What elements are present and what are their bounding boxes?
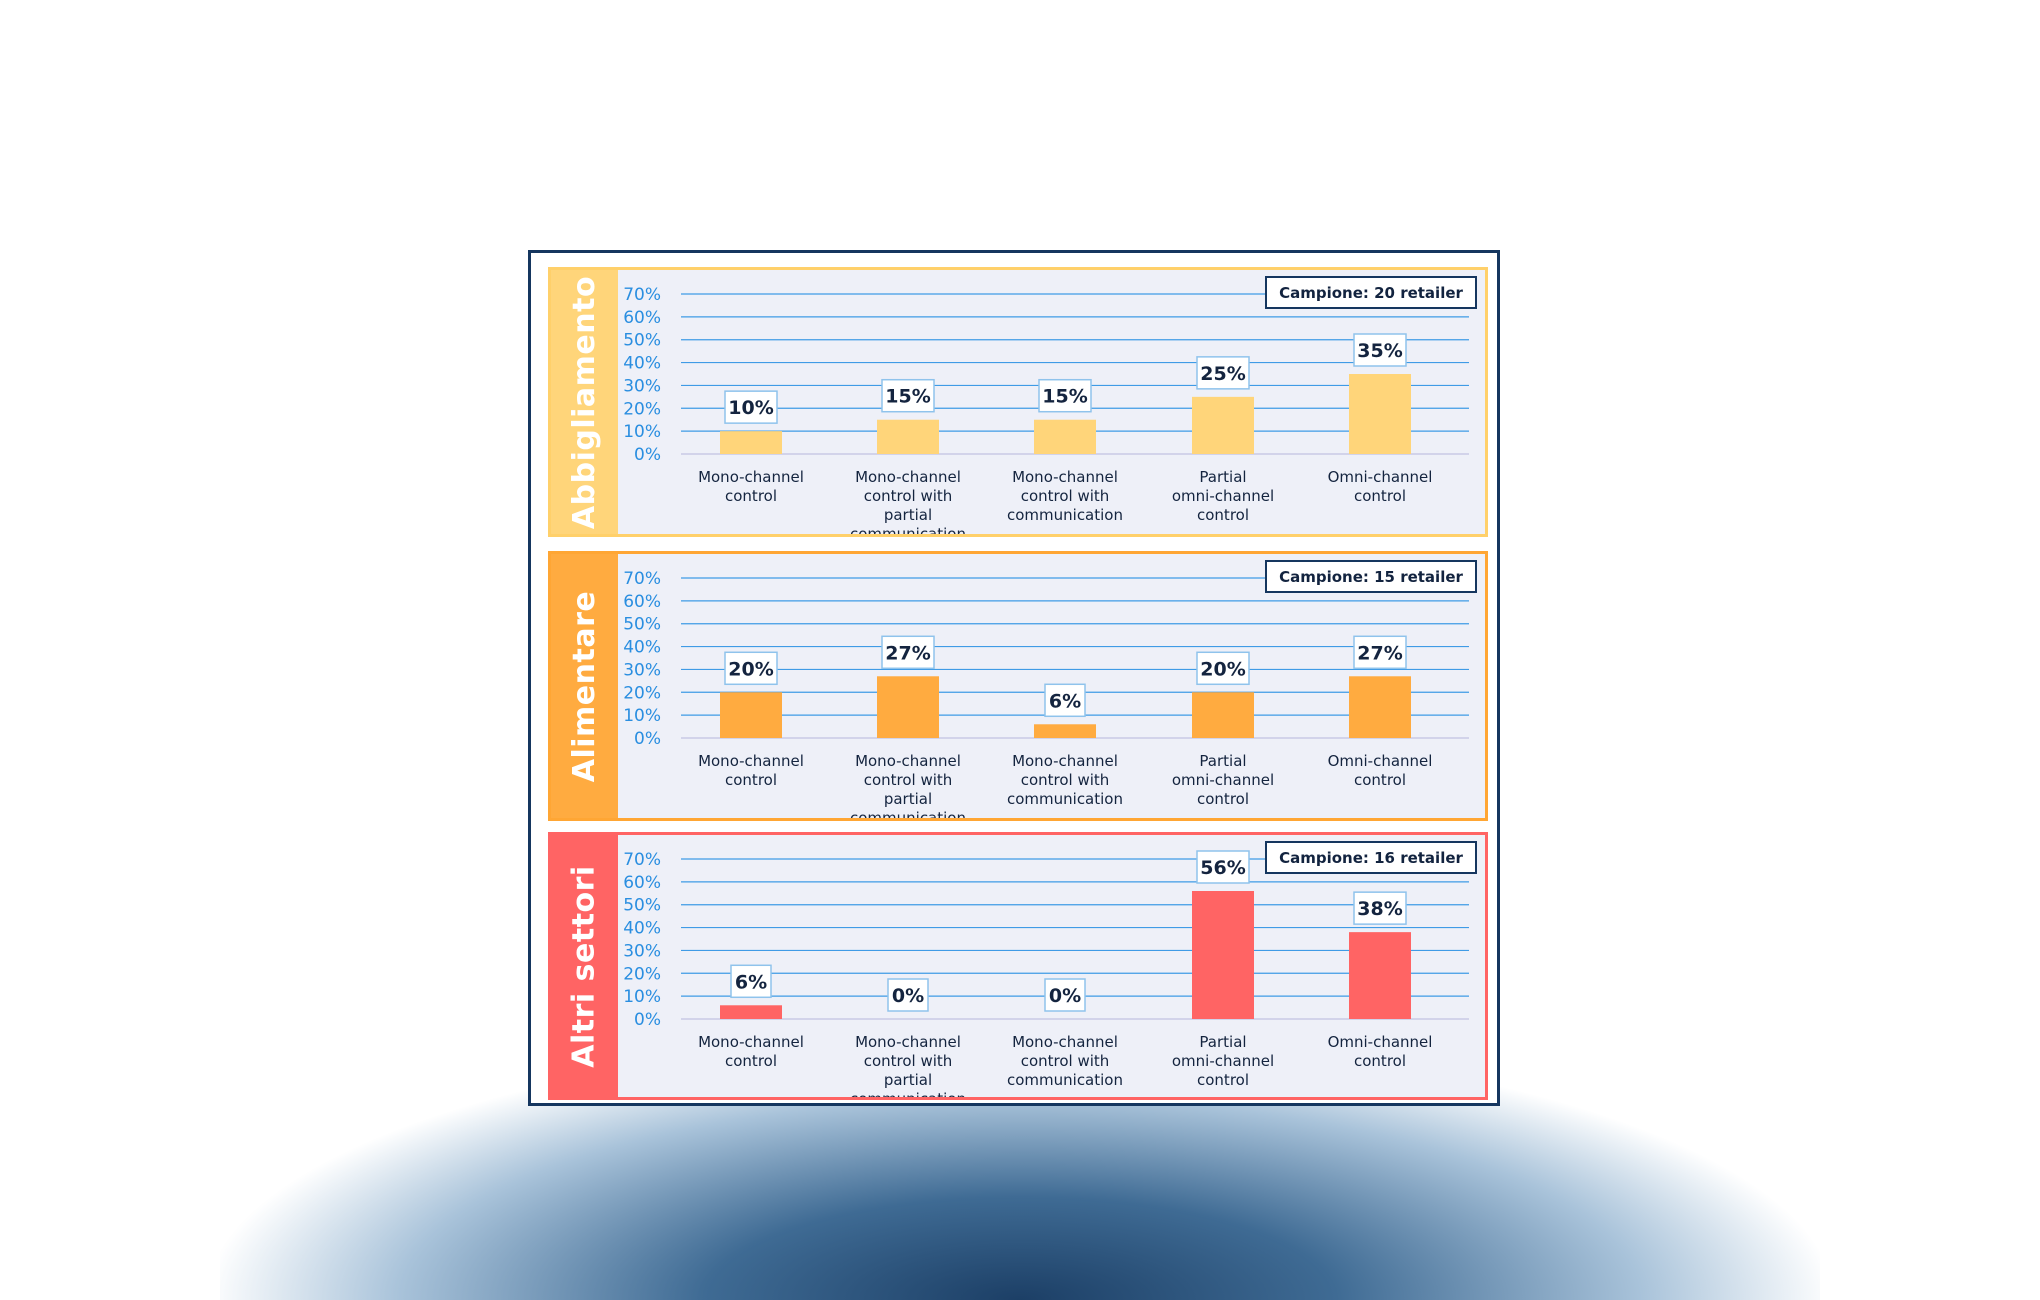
y-tick-label: 30%	[623, 941, 661, 961]
bar	[1349, 932, 1411, 1019]
y-tick-label: 30%	[623, 376, 661, 396]
data-label: 20%	[1200, 658, 1245, 680]
category-label: Mono-channel control	[698, 1033, 804, 1070]
y-tick-label: 20%	[623, 964, 661, 984]
sample-badge: Campione: 16 retailer	[1265, 841, 1477, 874]
data-label: 15%	[885, 386, 930, 408]
bar	[720, 431, 782, 454]
y-tick-label: 60%	[623, 873, 661, 893]
data-label-box	[881, 635, 935, 670]
data-label-box	[1196, 651, 1250, 686]
category-label: Mono-channel control with communication	[1007, 1033, 1123, 1089]
bar-chart-abbigliamento: 0% 10% 20% 30%40% 50% 60% 70% 10% Mono-channel co…	[623, 285, 1469, 534]
y-tick-label: 40%	[623, 638, 661, 658]
data-label-box	[1353, 333, 1407, 367]
category-label: Partial omni-channel control	[1172, 1033, 1274, 1089]
data-label-box	[1353, 891, 1407, 925]
bar	[720, 692, 782, 738]
y-tick-label: 50%	[623, 615, 661, 635]
y-tick-label: 60%	[623, 308, 661, 328]
data-label: 56%	[1200, 857, 1245, 879]
sample-badge: Campione: 15 retailer	[1265, 560, 1477, 593]
y-tick-label: 70%	[623, 850, 661, 870]
data-label-box	[1044, 683, 1086, 718]
data-label: 27%	[885, 642, 930, 664]
y-tick-label: 10%	[623, 422, 661, 442]
category-label: Mono-channel control	[698, 752, 804, 789]
bar-chart-alimentare: 0% 10% 20% 30%40% 50% 60% 70% 20% Mono-channel co…	[623, 569, 1469, 818]
data-label-box	[724, 651, 778, 686]
y-tick-label: 70%	[623, 285, 661, 305]
bar	[1034, 419, 1096, 454]
y-tick-label: 20%	[623, 683, 661, 703]
y-tick-label: 60%	[623, 592, 661, 612]
category-label: Mono-channel control with communication	[1007, 752, 1123, 808]
y-tick-label: 70%	[623, 569, 661, 589]
data-label: 35%	[1357, 340, 1402, 362]
bar	[1192, 891, 1254, 1019]
data-label: 38%	[1357, 898, 1402, 920]
data-label: 27%	[1357, 642, 1402, 664]
data-label: 6%	[1049, 690, 1081, 712]
data-label-box	[724, 390, 778, 424]
bar	[1034, 724, 1096, 738]
chart-frame: Abbigliamento 0% 10% 20% 30% 40% 50% 60% 70% 10%…	[528, 250, 1500, 1106]
bar	[1349, 676, 1411, 738]
data-label-box	[881, 378, 935, 413]
data-label: 20%	[728, 658, 773, 680]
y-tick-label: 10%	[623, 706, 661, 726]
category-label: Partial omni-channel control	[1172, 752, 1274, 808]
category-label: Partial omni-channel control	[1172, 468, 1274, 524]
data-label: 6%	[735, 971, 767, 993]
bar	[1192, 692, 1254, 738]
bar	[877, 676, 939, 738]
data-label-box	[1196, 356, 1250, 390]
y-tick-label: 0%	[634, 1010, 661, 1030]
y-tick-label: 0%	[634, 729, 661, 749]
data-label-box	[1038, 378, 1092, 413]
panel-alimentare: Alimentare 0% 10% 20% 30% 40% 50% 60% 70% 20% Mon…	[548, 551, 1488, 821]
category-label: Mono-channel control	[698, 468, 804, 505]
bar	[1192, 396, 1254, 454]
y-tick-label: 50%	[623, 896, 661, 916]
data-label-box	[1353, 635, 1407, 670]
bar-chart-altri-settori: 0% 10% 20% 30%40% 50% 60% 70% 6% Mono-channel con…	[623, 850, 1469, 1097]
category-label: Mono-channel control with communication	[1007, 468, 1123, 524]
bar	[720, 1005, 782, 1019]
category-label: Omni-channel control	[1328, 1033, 1433, 1070]
panel-abbigliamento: Abbigliamento 0% 10% 20% 30% 40% 50% 60% 70% 10%…	[548, 267, 1488, 537]
y-tick-label: 40%	[623, 354, 661, 374]
category-label: Omni-channel control	[1328, 468, 1433, 505]
data-label-box	[1044, 978, 1086, 1012]
data-label-box	[1196, 850, 1250, 884]
y-tick-label: 40%	[623, 919, 661, 939]
data-label: 15%	[1042, 386, 1087, 408]
category-label: Omni-channel control	[1328, 752, 1433, 789]
panel-side-label-box: Alimentare	[551, 554, 618, 818]
y-tick-label: 20%	[623, 399, 661, 419]
y-tick-label: 0%	[634, 445, 661, 465]
panel-altri-settori: Altri settori 0% 10% 20% 30% 40% 50% 60% 70% 6% M…	[548, 832, 1488, 1100]
data-label-box	[887, 978, 929, 1012]
panel-side-label-box: Altri settori	[551, 835, 618, 1097]
y-tick-label: 10%	[623, 987, 661, 1007]
y-tick-label: 50%	[623, 331, 661, 351]
data-label: 25%	[1200, 363, 1245, 385]
data-label-box	[730, 964, 772, 999]
panel-side-label-box: Abbigliamento	[551, 270, 618, 534]
bar	[877, 419, 939, 454]
data-label: 10%	[728, 397, 773, 419]
bar	[1349, 374, 1411, 454]
sample-badge: Campione: 20 retailer	[1265, 276, 1477, 309]
y-tick-label: 30%	[623, 660, 661, 680]
data-label: 0%	[1049, 985, 1081, 1007]
data-label: 0%	[892, 985, 924, 1007]
